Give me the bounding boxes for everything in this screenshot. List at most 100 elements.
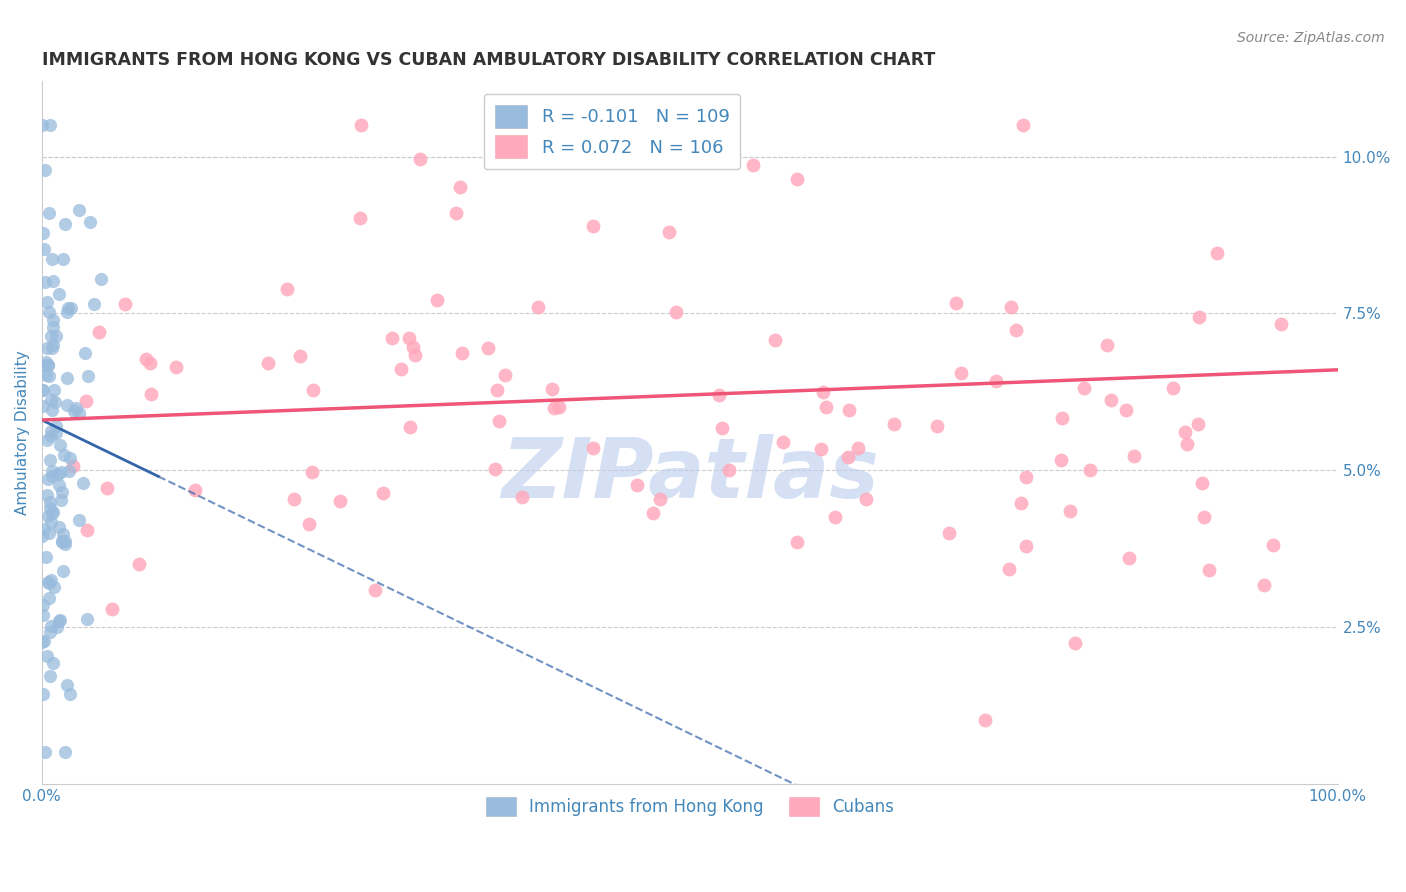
Point bbox=[838, 402, 860, 417]
Point bbox=[51, 484, 73, 499]
Text: ZIPatlas: ZIPatlas bbox=[501, 434, 879, 516]
Point bbox=[389, 362, 412, 376]
Point bbox=[997, 562, 1019, 576]
Point bbox=[35, 355, 58, 369]
Point bbox=[41, 505, 63, 519]
Point bbox=[39, 624, 62, 639]
Point bbox=[404, 348, 426, 362]
Point bbox=[543, 401, 565, 415]
Point bbox=[56, 678, 79, 692]
Point bbox=[48, 286, 70, 301]
Point bbox=[48, 520, 70, 534]
Point bbox=[301, 384, 323, 398]
Point bbox=[76, 523, 98, 537]
Point bbox=[1050, 411, 1073, 425]
Point bbox=[1163, 381, 1185, 395]
Point bbox=[741, 158, 763, 172]
Point bbox=[444, 206, 467, 220]
Point bbox=[984, 375, 1007, 389]
Point bbox=[39, 429, 62, 443]
Point bbox=[488, 415, 510, 429]
Point bbox=[815, 400, 838, 414]
Point bbox=[425, 293, 447, 308]
Point bbox=[883, 417, 905, 432]
Point bbox=[62, 458, 84, 473]
Point bbox=[41, 424, 63, 438]
Point bbox=[31, 383, 53, 397]
Point bbox=[31, 635, 53, 649]
Point bbox=[59, 687, 82, 701]
Point bbox=[41, 506, 63, 520]
Point bbox=[53, 217, 76, 231]
Point bbox=[96, 481, 118, 495]
Point bbox=[48, 613, 70, 627]
Point bbox=[510, 490, 533, 504]
Point bbox=[364, 583, 387, 598]
Point bbox=[950, 366, 973, 380]
Point bbox=[53, 745, 76, 759]
Point bbox=[31, 529, 53, 543]
Point bbox=[1194, 509, 1216, 524]
Point bbox=[449, 180, 471, 194]
Point bbox=[139, 356, 162, 370]
Point bbox=[44, 580, 66, 594]
Point bbox=[42, 384, 65, 398]
Point bbox=[101, 601, 124, 615]
Point bbox=[283, 492, 305, 507]
Point bbox=[53, 537, 76, 551]
Point bbox=[45, 329, 67, 343]
Point bbox=[350, 118, 373, 132]
Point bbox=[52, 526, 75, 541]
Point bbox=[32, 608, 55, 623]
Point bbox=[711, 421, 734, 435]
Point bbox=[63, 404, 86, 418]
Point bbox=[1198, 563, 1220, 577]
Point bbox=[1187, 417, 1209, 431]
Point bbox=[1063, 636, 1085, 650]
Point bbox=[527, 300, 550, 314]
Point bbox=[45, 425, 67, 440]
Point bbox=[77, 368, 100, 383]
Point bbox=[42, 274, 65, 288]
Point bbox=[41, 341, 63, 355]
Point bbox=[79, 215, 101, 229]
Point bbox=[1191, 476, 1213, 491]
Point bbox=[51, 465, 73, 479]
Point bbox=[48, 478, 70, 492]
Point bbox=[31, 226, 53, 240]
Point bbox=[53, 534, 76, 549]
Point bbox=[398, 330, 420, 344]
Point bbox=[35, 294, 58, 309]
Point bbox=[641, 506, 664, 520]
Point bbox=[648, 491, 671, 506]
Point bbox=[34, 550, 56, 565]
Point bbox=[37, 358, 59, 372]
Point bbox=[41, 252, 63, 267]
Point bbox=[114, 297, 136, 311]
Point bbox=[1174, 425, 1197, 439]
Point bbox=[1177, 436, 1199, 450]
Point bbox=[1010, 496, 1032, 510]
Point bbox=[39, 452, 62, 467]
Point bbox=[41, 468, 63, 483]
Point bbox=[409, 152, 432, 166]
Point bbox=[1123, 450, 1146, 464]
Point bbox=[477, 341, 499, 355]
Point bbox=[541, 382, 564, 396]
Point bbox=[451, 346, 474, 360]
Point bbox=[1095, 338, 1118, 352]
Point bbox=[927, 419, 949, 434]
Point bbox=[45, 418, 67, 433]
Point bbox=[381, 331, 404, 345]
Point bbox=[90, 271, 112, 285]
Point bbox=[41, 403, 63, 417]
Point bbox=[34, 745, 56, 759]
Point bbox=[44, 395, 66, 409]
Point bbox=[48, 614, 70, 628]
Point bbox=[486, 383, 509, 397]
Point bbox=[401, 340, 423, 354]
Point bbox=[56, 301, 79, 315]
Point bbox=[52, 252, 75, 267]
Point bbox=[772, 434, 794, 449]
Point bbox=[39, 392, 62, 407]
